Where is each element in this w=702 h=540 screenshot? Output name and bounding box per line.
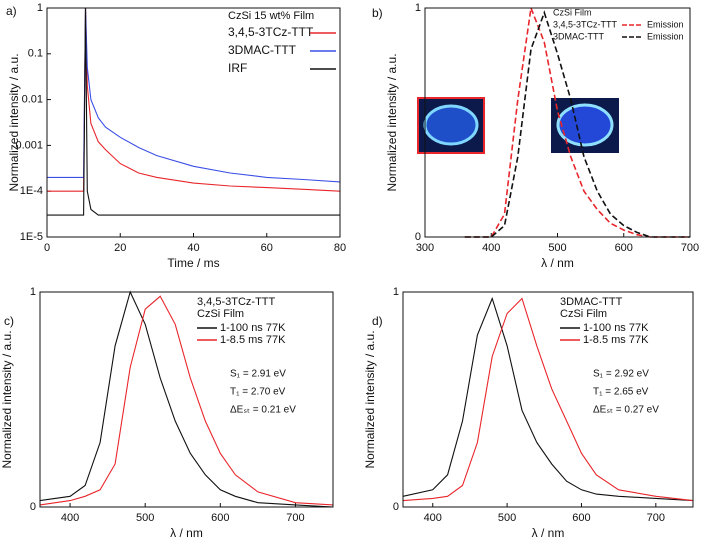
y-tick-label: 1 (30, 286, 36, 298)
chart-title: 3DMAC-TTT (560, 296, 623, 308)
y-tick-label: 0.1 (28, 48, 43, 60)
x-tick-label: 400 (424, 512, 442, 524)
inset-photos (417, 97, 619, 154)
legend-label: 1-100 ns 77K (220, 322, 286, 334)
legend-label: 1-8.5 ms 77K (583, 334, 649, 346)
panel-label: c) (4, 314, 14, 328)
legend-label: 3DMAC-TTT (228, 43, 297, 57)
y-tick-label: 0.01 (22, 94, 43, 106)
panel-label: a) (6, 4, 17, 18)
y-tick-label: 0 (415, 231, 421, 243)
annotation: S₁ = 2.92 eV (593, 369, 649, 380)
panel-label: b) (372, 6, 383, 20)
series-line (47, 7, 340, 216)
series-line (464, 4, 690, 238)
annotation: T₁ = 2.70 eV (230, 387, 286, 398)
chart-title: CzSi 15 wt% Film (228, 10, 314, 22)
plot-frame (424, 7, 691, 238)
x-tick-label: 600 (572, 512, 590, 524)
y-tick-label: 1 (415, 2, 421, 14)
x-tick-label: 400 (61, 512, 79, 524)
y-axis-label: Normalized intensity / a.u. (0, 330, 14, 468)
legend-label: Emission (647, 19, 684, 29)
y-tick-label: 1 (393, 286, 399, 298)
annotation: ΔEₛₜ = 0.27 eV (593, 405, 659, 416)
x-tick-label: 700 (647, 512, 665, 524)
annotation: ΔEₛₜ = 0.21 eV (230, 405, 296, 416)
x-tick-label: 400 (482, 242, 500, 254)
annotation: T₁ = 2.65 eV (593, 387, 649, 398)
inset-film (556, 103, 614, 147)
series-line (39, 290, 334, 508)
y-axis-label: Normalized intensity / a.u. (7, 53, 21, 191)
x-axis-label: λ / nm (170, 526, 203, 540)
series-line (402, 296, 694, 502)
y-tick-label: 0 (393, 501, 399, 513)
inset-film (423, 104, 479, 146)
y-tick-label: 1E-5 (20, 231, 43, 243)
series-line (464, 10, 690, 238)
x-tick-label: 500 (136, 512, 154, 524)
x-tick-label: 40 (187, 242, 199, 254)
x-tick-label: 600 (615, 242, 633, 254)
annotation: S₁ = 2.91 eV (230, 369, 286, 380)
x-tick-label: 300 (416, 242, 434, 254)
x-tick-label: 0 (44, 242, 50, 254)
x-tick-label: 20 (114, 242, 126, 254)
legend-label: 1-8.5 ms 77K (220, 334, 286, 346)
chart-title: CzSi Film (553, 7, 592, 17)
series-line (39, 295, 334, 506)
y-axis-label: Normalized intensity / a.u. (385, 53, 399, 191)
plot-frame (402, 291, 694, 508)
legend-label: Emission (647, 31, 684, 41)
y-tick-label: 0.001 (15, 139, 43, 151)
chart-title: 3,4,5-3TCz-TTT (197, 296, 276, 308)
x-tick-label: 500 (548, 242, 566, 254)
legend-label: 3,4,5-3TCz-TTT (228, 25, 314, 39)
x-tick-label: 60 (261, 242, 273, 254)
legend-series-label: 3,4,5-3TCz-TTT (553, 19, 618, 29)
plot-frame (39, 291, 334, 508)
legend-label: 1-100 ns 77K (583, 322, 649, 334)
x-tick-label: 700 (681, 242, 699, 254)
legend-series-label: 3DMAC-TTT (553, 31, 604, 41)
x-tick-label: 700 (286, 512, 304, 524)
x-tick-label: 500 (498, 512, 516, 524)
plot-frame (46, 7, 341, 238)
chart-subtitle: CzSi Film (560, 308, 607, 320)
x-axis-label: λ / nm (541, 256, 574, 270)
panel-label: d) (372, 314, 383, 328)
y-tick-label: 1 (37, 2, 43, 14)
x-axis-label: Time / ms (167, 256, 219, 270)
y-axis-label: Normalized intensity / a.u. (363, 330, 377, 468)
x-axis-label: λ / nm (532, 526, 565, 540)
legend-label: IRF (228, 61, 247, 75)
chart-subtitle: CzSi Film (197, 308, 244, 320)
x-tick-label: 600 (211, 512, 229, 524)
y-tick-label: 1E-4 (20, 185, 43, 197)
series-line (402, 297, 694, 502)
y-tick-label: 0 (30, 501, 36, 513)
x-tick-label: 80 (334, 242, 346, 254)
